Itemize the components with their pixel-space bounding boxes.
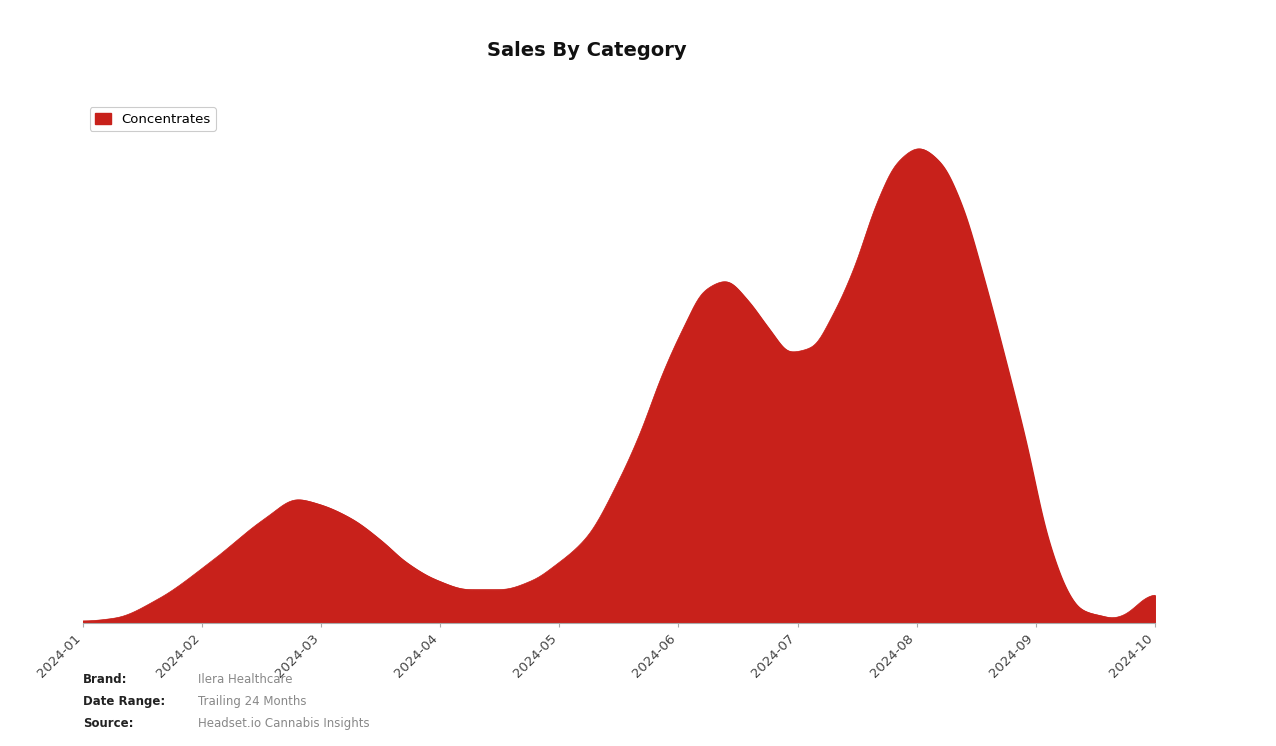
Text: Date Range:: Date Range:: [83, 695, 165, 708]
Text: Sales By Category: Sales By Category: [487, 41, 686, 60]
Text: Brand:: Brand:: [83, 673, 128, 686]
Text: Ilera Healthcare: Ilera Healthcare: [198, 673, 292, 686]
Text: Source:: Source:: [83, 718, 134, 730]
Legend: Concentrates: Concentrates: [89, 107, 216, 131]
Text: Headset.io Cannabis Insights: Headset.io Cannabis Insights: [198, 718, 370, 730]
Text: Trailing 24 Months: Trailing 24 Months: [198, 695, 306, 708]
